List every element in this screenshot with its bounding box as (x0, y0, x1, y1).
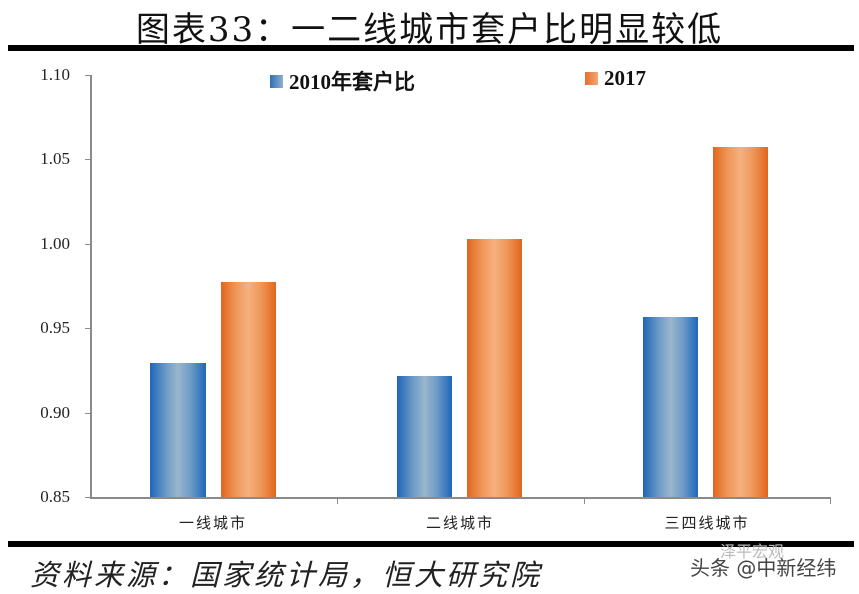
y-tick-mark (85, 328, 91, 329)
x-tick-mark (337, 497, 338, 504)
y-tick-mark (85, 497, 91, 498)
legend-label-2010: 2010年套户比 (289, 70, 415, 94)
bar-2017-tier1 (221, 282, 276, 497)
y-tick-label: 1.05 (40, 149, 70, 168)
source-note: 资料来源：国家统计局，恒大研究院 (30, 558, 543, 592)
legend-item-2017: 2017 (585, 66, 646, 91)
title-divider (8, 45, 854, 51)
watermark-faint: 泽平宏观 (720, 542, 785, 561)
legend-swatch-orange (585, 72, 598, 85)
bar-chart: 2010年套户比 2017 1.10 1.05 1.00 0.95 0.90 0… (40, 65, 831, 532)
x-label-tier2: 二线城市 (425, 514, 494, 532)
y-tick-mark (85, 413, 91, 414)
x-label-tier1: 一线城市 (178, 514, 247, 532)
x-tick-mark (830, 497, 831, 504)
x-label-tier3-4: 三四线城市 (664, 514, 750, 532)
legend-label-2017: 2017 (604, 66, 646, 90)
y-tick-mark (85, 75, 91, 76)
x-tick-mark (584, 497, 585, 504)
bar-2010-tier3-4 (643, 317, 698, 497)
y-tick-label: 0.95 (40, 318, 70, 337)
watermark: 头条 @中新经纬 (690, 556, 837, 580)
y-tick-label: 0.85 (40, 487, 70, 506)
y-tick-mark (85, 244, 91, 245)
bar-2010-tier1 (150, 363, 206, 497)
bar-2010-tier2 (397, 376, 452, 497)
legend-item-2010: 2010年套户比 (270, 66, 415, 96)
source-divider (8, 541, 854, 547)
x-axis (90, 497, 830, 499)
y-tick-mark (85, 159, 91, 160)
y-tick-label: 1.00 (40, 234, 70, 253)
legend-swatch-blue (270, 74, 283, 88)
chart-title: 图表33：一二线城市套户比明显较低 (135, 10, 724, 50)
bar-2017-tier3-4 (713, 147, 768, 497)
y-axis (90, 75, 92, 498)
y-tick-label: 1.10 (40, 65, 70, 84)
bar-2017-tier2 (467, 239, 522, 497)
y-tick-label: 0.90 (40, 403, 70, 422)
